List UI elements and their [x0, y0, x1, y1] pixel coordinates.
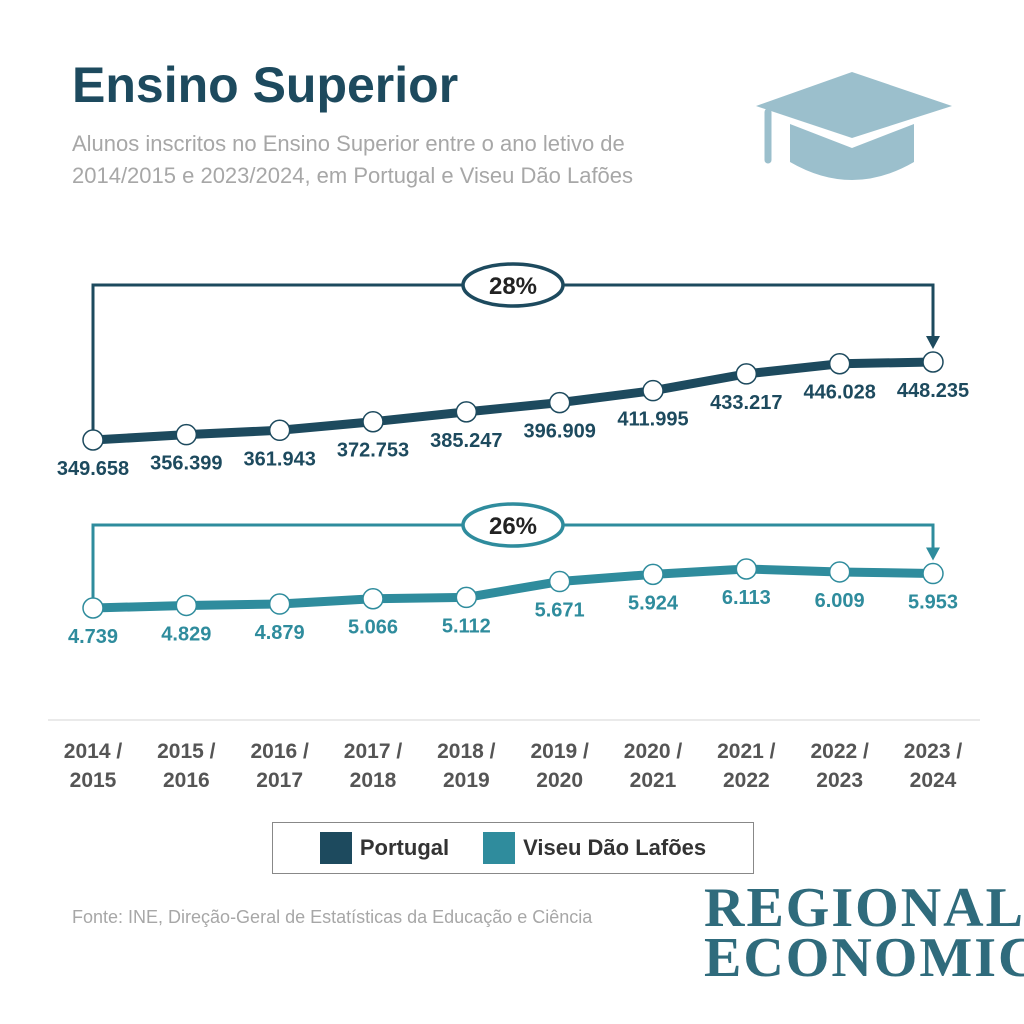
data-point-portugal [268, 419, 291, 442]
change-label-portugal: 28% [489, 273, 537, 300]
data-point-viseu [175, 594, 198, 617]
x-tick-label: 2023 /2024 [904, 740, 963, 792]
line-chart: 28% 349.658 356.399 361.943 372.753 385.247 39… [48, 262, 980, 792]
data-point-viseu [735, 558, 758, 580]
data-label-portugal: 356.399 [150, 453, 222, 475]
series-viseu: 26% 4.739 4.829 4.879 5.066 5.112 5.671 5.924 6.… [68, 502, 958, 648]
legend-swatch-portugal [319, 832, 352, 864]
data-label-viseu: 5.112 [442, 615, 491, 637]
data-point-viseu [455, 586, 478, 609]
data-label-viseu: 5.671 [535, 600, 585, 622]
data-point-portugal [548, 391, 571, 414]
regional-economics-logo: REGIONAL ECONOMICS [704, 880, 1024, 986]
data-point-viseu [642, 563, 664, 586]
series-line-portugal [88, 357, 938, 445]
data-point-portugal [642, 379, 664, 402]
logo-line-1: REGIONAL [704, 877, 1024, 939]
data-label-viseu: 6.113 [722, 587, 771, 609]
data-label-portugal: 385.247 [430, 430, 502, 452]
data-label-viseu: 4.879 [255, 622, 305, 644]
graduation-cap-icon [756, 72, 952, 180]
data-point-viseu [268, 593, 291, 615]
data-label-portugal: 448.235 [897, 380, 969, 402]
data-point-viseu [828, 561, 851, 583]
data-label-viseu: 5.953 [908, 592, 958, 614]
data-point-viseu [82, 597, 104, 619]
change-arrowhead-viseu [926, 547, 940, 561]
data-label-portugal: 411.995 [617, 409, 688, 431]
legend-item-viseu: Viseu Dão Lafões [483, 832, 706, 864]
legend-label-viseu: Viseu Dão Lafões [523, 835, 707, 860]
logo-line-2: ECONOMICS [704, 927, 1024, 989]
data-label-viseu: 5.066 [348, 617, 398, 639]
data-point-viseu [922, 562, 944, 585]
data-label-viseu: 4.739 [68, 626, 118, 648]
data-point-portugal [82, 429, 104, 451]
legend-swatch-viseu [483, 832, 516, 864]
change-badge-viseu [461, 502, 565, 548]
data-label-portugal: 433.217 [710, 392, 782, 414]
series-portugal: 28% 349.658 356.399 361.943 372.753 385.247 39… [57, 262, 969, 480]
page-title: Ensino Superior [72, 57, 459, 113]
change-label-viseu: 26% [489, 513, 537, 540]
data-point-portugal [175, 423, 198, 446]
x-tick-label: 2021 /2022 [717, 740, 776, 792]
legend: Portugal Viseu Dão Lafões [272, 822, 754, 874]
source-note: Fonte: INE, Direção-Geral de Estatística… [72, 907, 593, 927]
page-subtitle: Alunos inscritos no Ensino Superior entr… [72, 131, 634, 188]
series-line-viseu [88, 564, 938, 613]
data-label-portugal: 396.909 [524, 421, 596, 443]
data-label-viseu: 4.829 [161, 623, 211, 645]
data-label-portugal: 446.028 [804, 382, 876, 404]
legend-label-portugal: Portugal [359, 835, 450, 860]
data-point-portugal [455, 401, 478, 423]
data-point-portugal [828, 352, 851, 375]
x-tick-label: 2014 /2015 [64, 740, 123, 792]
data-label-portugal: 372.753 [337, 440, 409, 462]
x-tick-label: 2016 /2017 [250, 740, 309, 792]
change-arrowhead-portugal [926, 336, 940, 349]
data-point-portugal [735, 363, 758, 385]
data-label-viseu: 5.924 [628, 592, 679, 614]
change-badge-portugal [461, 262, 565, 308]
x-tick-label: 2017 /2018 [344, 740, 403, 792]
data-point-viseu [548, 570, 571, 593]
x-tick-label: 2022 /2023 [810, 740, 869, 792]
data-point-portugal [362, 410, 384, 433]
x-tick-label: 2018 /2019 [437, 740, 496, 792]
x-tick-label: 2015 /2016 [157, 740, 216, 792]
data-label-portugal: 361.943 [244, 448, 316, 470]
legend-item-portugal: Portugal [319, 832, 450, 864]
data-label-viseu: 6.009 [815, 590, 865, 612]
data-point-portugal [922, 351, 944, 373]
data-label-portugal: 349.658 [57, 458, 129, 480]
data-point-viseu [362, 587, 384, 610]
x-tick-label: 2019 /2020 [530, 740, 589, 792]
x-tick-label: 2020 /2021 [624, 740, 683, 792]
